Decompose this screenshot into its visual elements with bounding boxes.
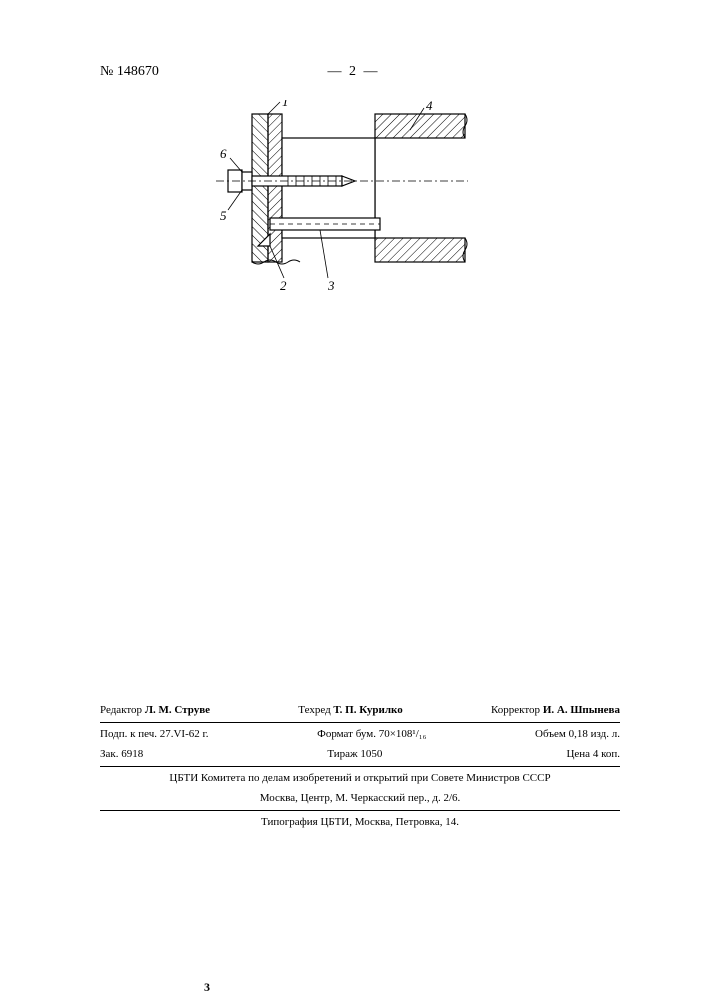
publisher-line-2: Москва, Центр, М. Черкасский пер., д. 2/… (100, 788, 620, 809)
printer-line: Типография ЦБТИ, Москва, Петровка, 14. (100, 812, 620, 833)
patent-page: № 148670 — 2 — (0, 0, 707, 1000)
credits-row: Редактор Л. М. Струве Техред Т. П. Курил… (100, 700, 620, 721)
sheet-marker: 3 (204, 980, 210, 995)
editor: Редактор Л. М. Струве (100, 702, 210, 719)
callout-1: 1 (282, 100, 289, 109)
print-run: Тираж 1050 (327, 746, 382, 763)
callout-3: 3 (327, 278, 335, 293)
callout-2: 2 (280, 278, 287, 293)
callout-5: 5 (220, 208, 227, 223)
paper-format: Формат бум. 70×108¹/₁₆ (317, 726, 426, 743)
volume: Объем 0,18 изд. л. (535, 726, 620, 743)
technical-diagram: 1 4 6 5 2 3 (210, 100, 470, 300)
print-info-row-2: Зак. 6918 Тираж 1050 Цена 4 коп. (100, 744, 620, 765)
publisher-line-1: ЦБТИ Комитета по делам изобретений и отк… (100, 768, 620, 789)
print-info-row-1: Подп. к печ. 27.VI-62 г. Формат бум. 70×… (100, 724, 620, 745)
callout-4: 4 (426, 100, 433, 113)
colophon-block: Редактор Л. М. Струве Техред Т. П. Курил… (100, 700, 620, 832)
document-number: № 148670 (100, 64, 159, 80)
page-indicator: — 2 — (328, 64, 380, 80)
corrector: Корректор И. А. Шпынева (491, 702, 620, 719)
rule (100, 722, 620, 723)
callout-6: 6 (220, 146, 227, 161)
order-number: Зак. 6918 (100, 746, 143, 763)
rule (100, 766, 620, 767)
techred: Техред Т. П. Курилко (298, 702, 402, 719)
price: Цена 4 коп. (566, 746, 620, 763)
rule (100, 810, 620, 811)
signed-to-print: Подп. к печ. 27.VI-62 г. (100, 726, 209, 743)
